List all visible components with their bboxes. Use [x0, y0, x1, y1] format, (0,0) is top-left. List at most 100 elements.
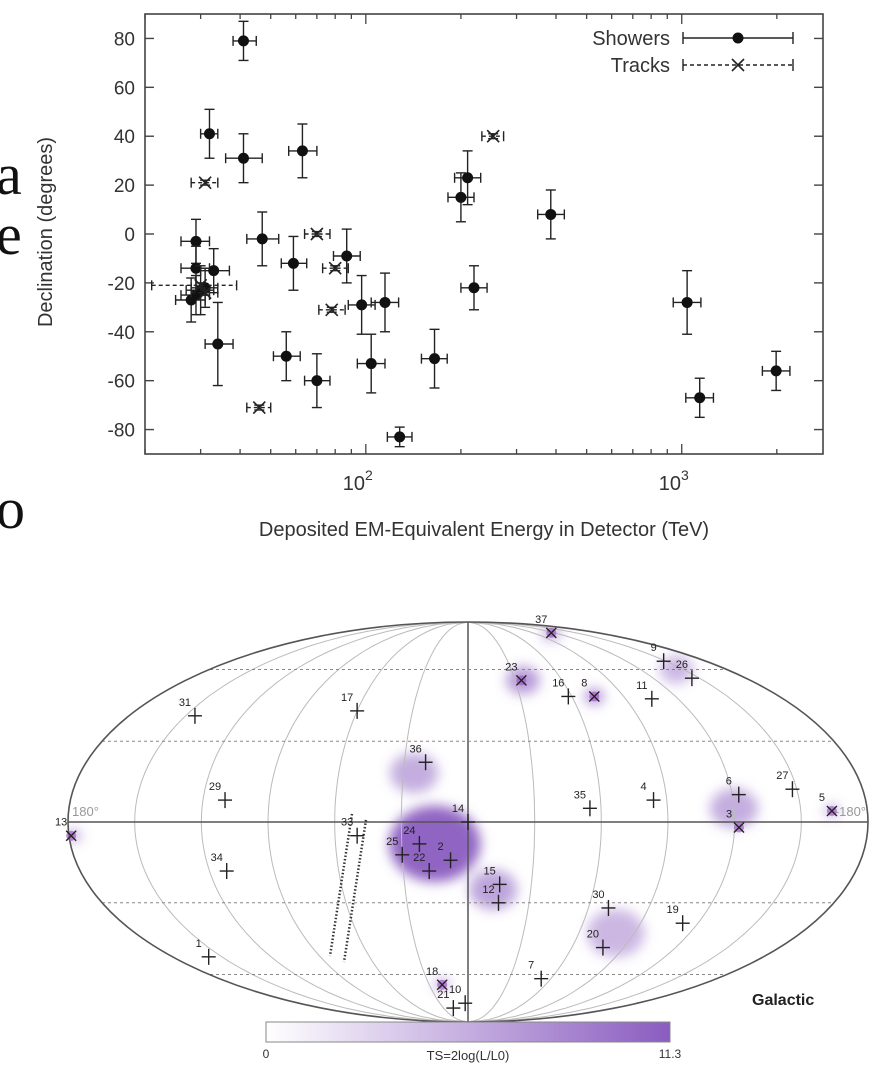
legend-label: Tracks: [611, 55, 670, 77]
shower-event-point: [685, 377, 715, 419]
track-event-marker: 5: [819, 792, 838, 817]
event-id-label: 11: [636, 680, 647, 692]
event-id-label: 25: [386, 836, 398, 848]
colorbar-min: 0: [263, 1047, 270, 1061]
shower-event-point: [453, 150, 482, 206]
track-event-marker: 18: [426, 966, 448, 991]
event-id-label: 36: [409, 743, 421, 755]
ts-hotspot: [389, 805, 481, 882]
y-tick-label: 0: [124, 225, 135, 246]
event-id-label: 9: [651, 642, 657, 654]
edge-glyph-a: a: [0, 142, 22, 207]
colorbar: [265, 1021, 671, 1043]
x-tick-label: 103: [659, 467, 689, 495]
shower-event-point: [272, 331, 301, 382]
shower-event-marker: 10: [449, 984, 473, 1012]
track-event-point: [321, 261, 349, 275]
event-id-label: 21: [437, 989, 449, 1001]
edge-glyph-o: o: [0, 476, 25, 541]
shower-event-marker: 11: [636, 680, 659, 707]
shower-event-marker: 24: [403, 825, 427, 852]
shower-event-point: [204, 301, 234, 387]
shower-event-marker: 6: [726, 776, 746, 803]
event-id-label: 5: [819, 792, 825, 804]
y-tick-label: -40: [108, 323, 135, 344]
event-id-label: 33: [341, 817, 353, 829]
event-id-label: 12: [482, 884, 494, 896]
ts-hotspot: [469, 869, 518, 910]
shower-event-marker: 29: [209, 781, 233, 809]
x-axis-label: Deposited EM-Equivalent Energy in Detect…: [259, 519, 709, 541]
shower-event-marker: 31: [179, 697, 202, 724]
legend: Showers Tracks: [592, 28, 794, 77]
event-id-label: 18: [426, 966, 438, 978]
track-event-marker: 3: [726, 808, 745, 833]
galactic-sky-map: 1234567891011121314151617181920212223242…: [55, 614, 869, 1063]
colorbar-max: 11.3: [659, 1047, 682, 1061]
x-tick-label: 102: [343, 467, 373, 495]
y-tick-label: 20: [114, 176, 135, 197]
shower-event-point: [420, 328, 448, 389]
event-id-label: 17: [341, 692, 353, 704]
event-id-label: 3: [726, 808, 732, 820]
legend-circle-marker: [732, 32, 744, 44]
shower-event-point: [386, 426, 413, 448]
shower-event-marker: 35: [574, 789, 597, 817]
shower-event-marker: 34: [211, 852, 234, 880]
y-tick-label: -20: [108, 274, 135, 295]
shower-event-marker: 7: [528, 960, 549, 987]
track-event-point: [303, 227, 331, 241]
shower-event-marker: 36: [409, 743, 433, 771]
track-event-point: [246, 400, 272, 415]
event-id-label: 34: [211, 852, 223, 864]
shower-event-marker: 22: [413, 852, 437, 880]
ts-hotspot: [587, 909, 645, 958]
shower-event-point: [246, 211, 280, 267]
shower-event-point: [356, 333, 386, 394]
track-event-point: [481, 129, 505, 143]
event-id-label: 7: [528, 960, 534, 972]
shower-event-marker: 15: [484, 865, 507, 893]
shower-event-point: [180, 218, 211, 265]
track-event-point: [318, 303, 346, 317]
event-id-label: 15: [484, 865, 496, 877]
lon-label-right: -180°: [835, 804, 866, 819]
shower-event-marker: 12: [482, 884, 506, 911]
event-id-label: 10: [449, 984, 461, 996]
shower-event-marker: 16: [552, 677, 576, 705]
shower-event-marker: 9: [651, 642, 671, 670]
event-id-label: 29: [209, 781, 221, 793]
shower-event-marker: 19: [667, 904, 690, 932]
y-tick-label: 60: [114, 78, 135, 99]
shower-event-point: [447, 172, 475, 223]
hemisphere-boundary: [328, 813, 368, 963]
track-event-point: [190, 176, 219, 190]
y-tick-label: 80: [114, 29, 135, 50]
shower-event-point: [224, 133, 263, 184]
event-id-label: 16: [552, 677, 564, 689]
event-id-label: 30: [592, 889, 604, 901]
event-id-label: 37: [535, 614, 547, 626]
event-id-label: 27: [776, 770, 788, 782]
event-id-label: 6: [726, 776, 732, 788]
lon-label-left: 180°: [72, 804, 99, 819]
edge-glyph-e: e: [0, 202, 22, 267]
shower-event-marker: 27: [776, 770, 800, 798]
shower-event-marker: 20: [587, 929, 610, 956]
shower-event-marker: 14: [452, 803, 475, 830]
event-id-label: 26: [676, 659, 688, 671]
shower-event-point: [761, 350, 791, 392]
event-id-label: 1: [196, 938, 202, 950]
track-event-point: [150, 278, 238, 292]
track-event-point: [190, 286, 219, 300]
event-id-label: 14: [452, 803, 464, 815]
shower-event-point: [303, 353, 331, 409]
shower-event-point: [287, 123, 318, 179]
shower-event-marker: 2: [437, 841, 458, 869]
shower-event-point: [232, 20, 257, 62]
shower-event-point: [460, 265, 488, 311]
shower-event-point: [199, 108, 219, 159]
shower-event-marker: 25: [386, 836, 410, 863]
shower-event-marker: 17: [341, 692, 365, 719]
track-event-marker: 37: [535, 614, 557, 639]
